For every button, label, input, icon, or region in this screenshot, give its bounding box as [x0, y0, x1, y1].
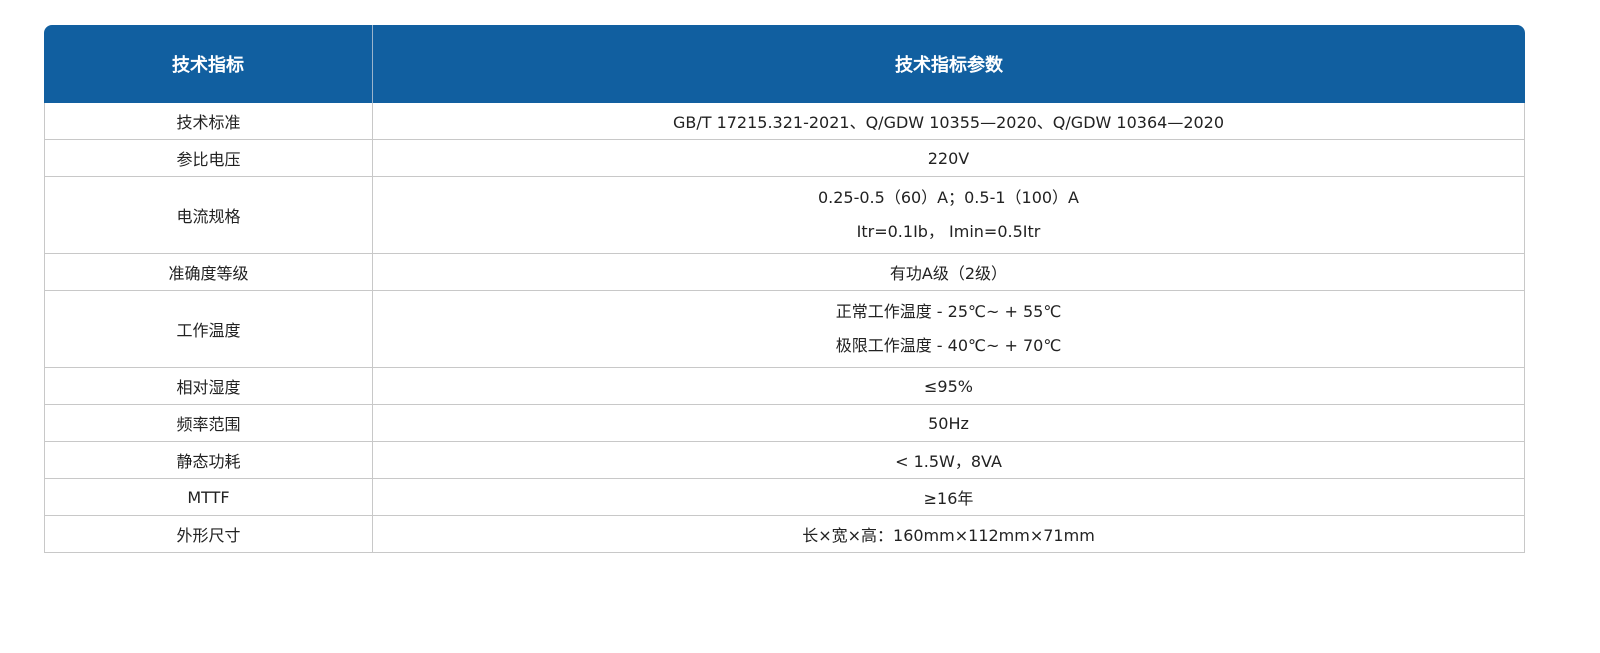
table-row: 参比电压 220V	[44, 140, 1525, 177]
table-row: 技术标准 GB/T 17215.321-2021、Q/GDW 10355—2020…	[44, 103, 1525, 140]
parameter-cell: 220V	[373, 140, 1525, 177]
indicator-cell: 静态功耗	[44, 442, 373, 479]
indicator-cell: 外形尺寸	[44, 516, 373, 553]
indicator-cell: MTTF	[44, 479, 373, 516]
parameter-cell: GB/T 17215.321-2021、Q/GDW 10355—2020、Q/G…	[373, 103, 1525, 140]
header-indicator: 技术指标	[44, 25, 373, 103]
indicator-cell: 电流规格	[44, 177, 373, 254]
parameter-line: Itr=0.1Ib， Imin=0.5Itr	[856, 222, 1041, 241]
spec-table: 技术指标 技术指标参数 技术标准 GB/T 17215.321-2021、Q/GD…	[44, 25, 1525, 553]
parameter-cell: 有功A级（2级）	[373, 254, 1525, 291]
indicator-cell: 参比电压	[44, 140, 373, 177]
parameter-cell: 0.25-0.5（60）A；0.5-1（100）A Itr=0.1Ib， Imin…	[373, 177, 1525, 254]
parameter-cell: 长×宽×高：160mm×112mm×71mm	[373, 516, 1525, 553]
indicator-cell: 频率范围	[44, 405, 373, 442]
indicator-cell: 准确度等级	[44, 254, 373, 291]
parameter-cell: 正常工作温度 - 25℃~ + 55℃ 极限工作温度 - 40℃~ + 70℃	[373, 291, 1525, 368]
indicator-cell: 技术标准	[44, 103, 373, 140]
header-parameters: 技术指标参数	[373, 25, 1525, 103]
parameter-cell: ≥16年	[373, 479, 1525, 516]
indicator-cell: 相对湿度	[44, 368, 373, 405]
indicator-cell: 工作温度	[44, 291, 373, 368]
parameter-line: 极限工作温度 - 40℃~ + 70℃	[835, 336, 1062, 355]
parameter-cell: < 1.5W，8VA	[373, 442, 1525, 479]
parameter-cell: ≤95%	[373, 368, 1525, 405]
parameter-cell: 50Hz	[373, 405, 1525, 442]
table-row: MTTF ≥16年	[44, 479, 1525, 516]
parameter-line: 0.25-0.5（60）A；0.5-1（100）A	[817, 188, 1080, 207]
table-row: 工作温度 正常工作温度 - 25℃~ + 55℃ 极限工作温度 - 40℃~ + 7…	[44, 291, 1525, 368]
table-row: 静态功耗 < 1.5W，8VA	[44, 442, 1525, 479]
table-row: 准确度等级 有功A级（2级）	[44, 254, 1525, 291]
parameter-line: 正常工作温度 - 25℃~ + 55℃	[835, 302, 1062, 321]
table-row: 频率范围 50Hz	[44, 405, 1525, 442]
table-row: 电流规格 0.25-0.5（60）A；0.5-1（100）A Itr=0.1Ib， …	[44, 177, 1525, 254]
table-row: 相对湿度 ≤95%	[44, 368, 1525, 405]
table-row: 外形尺寸 长×宽×高：160mm×112mm×71mm	[44, 516, 1525, 553]
